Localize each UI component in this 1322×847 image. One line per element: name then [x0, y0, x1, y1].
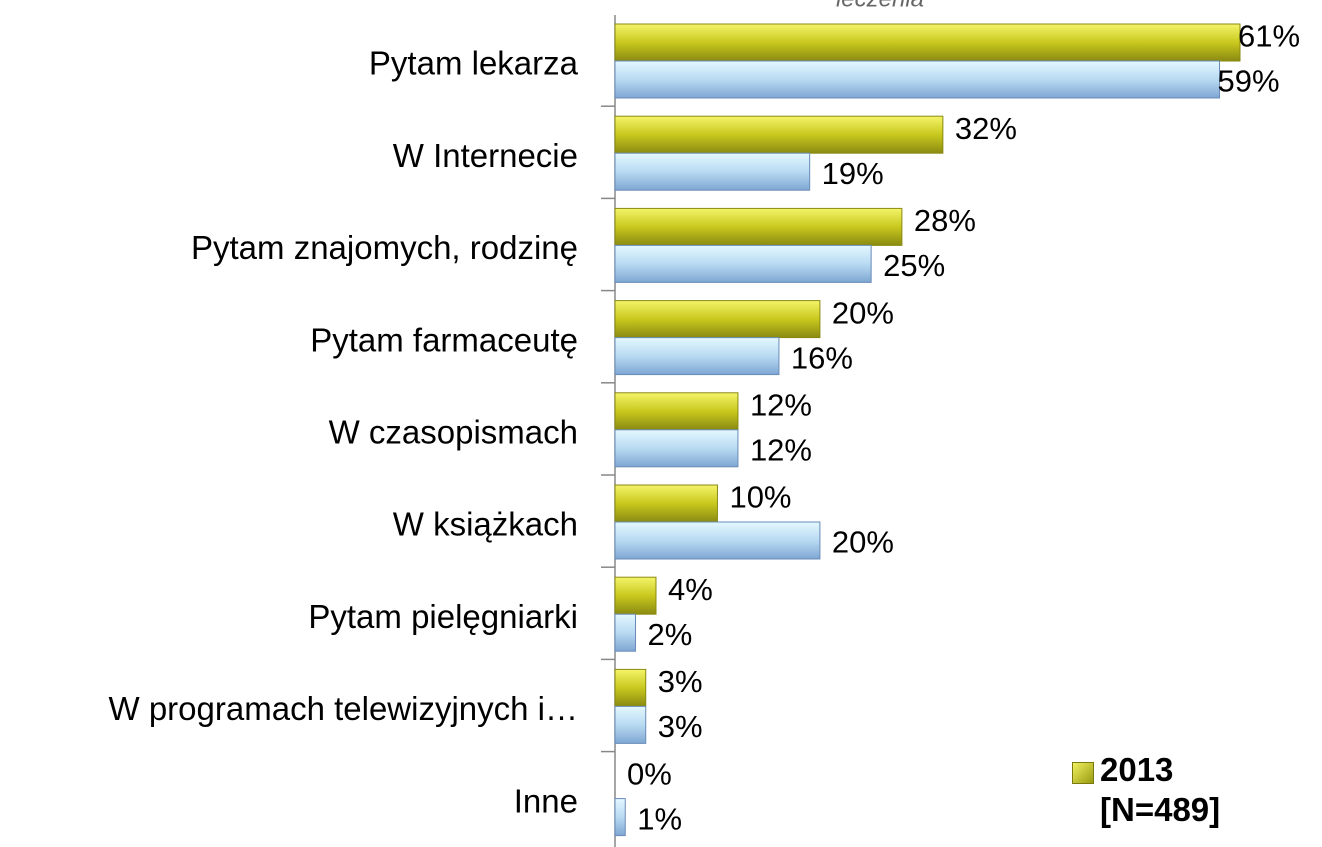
data-label: 61% — [1238, 19, 1300, 54]
category-label: W Internecie — [393, 137, 578, 174]
bar — [614, 60, 1221, 99]
category-label: W książkach — [393, 506, 578, 543]
bar — [614, 576, 657, 615]
bar — [614, 337, 780, 376]
data-label: 3% — [658, 709, 703, 744]
bar — [614, 429, 739, 468]
data-label: 10% — [729, 480, 791, 515]
data-label: 20% — [832, 525, 894, 560]
data-label: 12% — [750, 387, 812, 422]
category-label: Pytam farmaceutę — [310, 321, 578, 358]
legend-label: 2013 [N=489] — [1100, 751, 1221, 828]
category-label: Pytam pielęgniarki — [308, 598, 578, 635]
data-label: 32% — [955, 111, 1017, 146]
category-label: Pytam lekarza — [369, 45, 579, 82]
bar — [614, 23, 1241, 62]
category-label: Pytam znajomych, rodzinę — [191, 229, 578, 266]
data-label: 2% — [647, 617, 692, 652]
data-label: 20% — [832, 295, 894, 330]
legend-swatch — [1072, 762, 1094, 784]
data-label: 1% — [637, 801, 682, 836]
data-label: 59% — [1218, 64, 1280, 99]
chart-title: leczenia — [836, 0, 924, 12]
bar — [614, 484, 718, 523]
bar — [614, 521, 821, 560]
category-label: Inne — [514, 782, 578, 819]
bar — [614, 244, 872, 283]
data-label: 12% — [750, 432, 812, 467]
bar — [614, 392, 739, 431]
data-label: 19% — [822, 156, 884, 191]
data-label: 25% — [883, 248, 945, 283]
bar — [614, 668, 647, 707]
category-label: W czasopismach — [329, 414, 578, 451]
bar — [614, 613, 636, 652]
bar — [614, 300, 821, 339]
bar — [614, 207, 903, 246]
data-label: 3% — [658, 664, 703, 699]
data-label: 0% — [627, 756, 672, 791]
category-label: W programach telewizyjnych i… — [109, 690, 578, 727]
bar — [614, 798, 626, 837]
legend: 2013 [N=489] — [1072, 750, 1272, 830]
bar — [614, 115, 944, 154]
data-label: 4% — [668, 572, 713, 607]
bar — [614, 152, 811, 191]
data-label: 16% — [791, 340, 853, 375]
bar — [614, 705, 647, 744]
data-label: 28% — [914, 203, 976, 238]
